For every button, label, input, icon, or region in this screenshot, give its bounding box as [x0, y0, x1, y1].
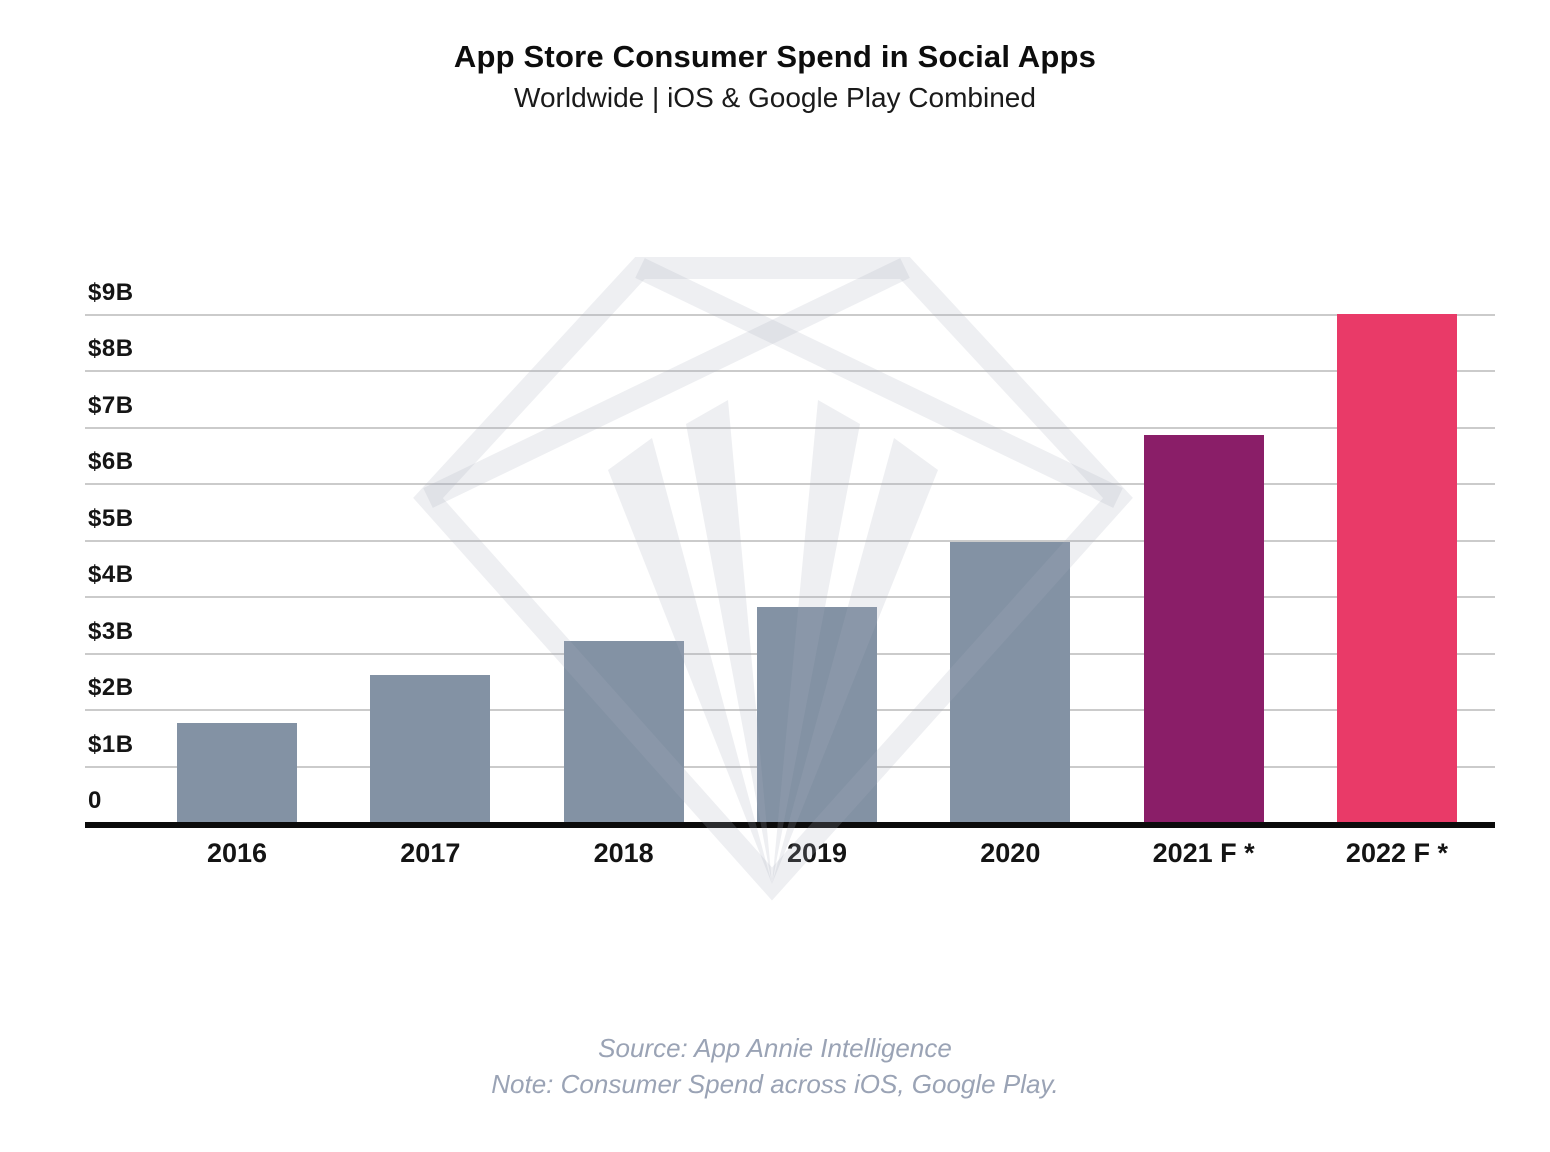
- y-tick-label-0: 0: [88, 787, 102, 814]
- y-tick-label-8b: $8B: [88, 335, 134, 362]
- y-tick-label-9b: $9B: [88, 278, 134, 306]
- bar-2020: [950, 542, 1071, 822]
- bar-2017: [370, 675, 491, 822]
- bar-2021f: [1143, 434, 1264, 822]
- x-axis-labels: 2016 2017 2018 2019 2020 2021 F * 2022 F *: [85, 838, 1495, 880]
- x-tick-label-2019: 2019: [786, 838, 848, 868]
- x-tick-label-2016: 2016: [206, 838, 268, 868]
- page-title: App Store Consumer Spend in Social Apps: [453, 39, 1097, 74]
- x-tick-label-2018: 2018: [593, 838, 654, 868]
- gridline-8b: [85, 370, 1495, 372]
- y-tick-label-3b: $3B: [88, 617, 134, 645]
- y-tick-label-7b: $7B: [88, 391, 134, 419]
- chart-header: App Store Consumer Spend in Social Apps …: [0, 39, 1550, 114]
- footer-note: Note: Consumer Spend across iOS, Google …: [491, 1069, 1059, 1099]
- gridline-4b: [85, 596, 1495, 598]
- y-tick-label-2b: $2B: [88, 674, 134, 701]
- plot-area: $9B $8B $7B $6B $5B $4B $3B $2B $1B 0: [85, 268, 1495, 828]
- page-subtitle: Worldwide | iOS & Google Play Combined: [514, 82, 1036, 113]
- gridline-9b: [85, 313, 1495, 316]
- x-tick-label-2020: 2020: [980, 838, 1041, 868]
- bar-2019: [756, 607, 877, 822]
- y-tick-label-4b: $4B: [88, 561, 134, 588]
- y-tick-label-1b: $1B: [88, 730, 134, 758]
- x-tick-label-2022f: 2022 F *: [1345, 838, 1448, 868]
- bar-2016: [177, 723, 297, 822]
- chart-footer: Source: App Annie Intelligence Note: Con…: [0, 1032, 1550, 1104]
- footer-source: Source: App Annie Intelligence: [598, 1033, 952, 1063]
- gridline-6b: [85, 483, 1495, 485]
- x-tick-label-2017: 2017: [400, 838, 461, 868]
- gridline-7b: [85, 426, 1495, 429]
- x-axis-line: [85, 822, 1495, 828]
- bar-2018: [563, 641, 684, 822]
- y-tick-label-6b: $6B: [88, 448, 134, 475]
- y-tick-label-5b: $5B: [88, 504, 134, 532]
- x-tick-label-2021f: 2021 F *: [1152, 838, 1255, 868]
- bar-2022f: [1336, 313, 1457, 822]
- gridline-5b: [85, 539, 1495, 542]
